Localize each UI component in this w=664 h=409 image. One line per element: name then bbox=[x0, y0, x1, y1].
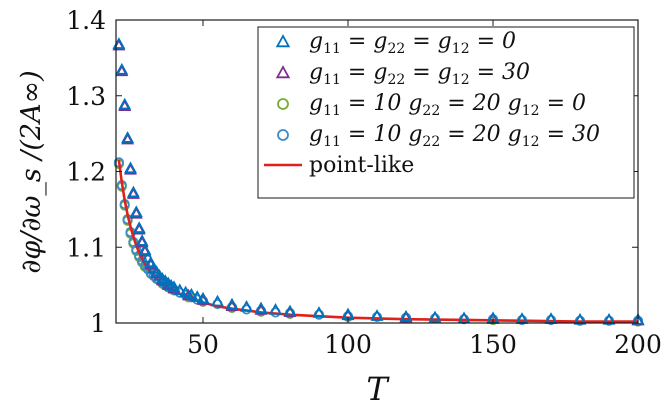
legend-box bbox=[257, 26, 635, 199]
triangle-marker bbox=[370, 309, 384, 321]
y-tick-label: 1.2 bbox=[66, 158, 106, 187]
legend-label: g11 = g22 = g12 = 0 bbox=[309, 29, 516, 57]
triangle-marker bbox=[167, 280, 181, 293]
y-tick-label: 1 bbox=[90, 309, 106, 338]
triangle-marker bbox=[602, 312, 616, 325]
triangle-marker bbox=[211, 294, 224, 307]
triangle-marker bbox=[179, 285, 193, 298]
legend-label: g11 = 10 g22 = 20 g12 = 0 bbox=[309, 91, 586, 119]
svg-text:∂φ/∂ω_s /(2A∞): ∂φ/∂ω_s /(2A∞) bbox=[16, 70, 47, 273]
x-tick-label: 150 bbox=[469, 330, 517, 359]
legend-entry-1: g11 = g22 = g12 = 30 bbox=[275, 60, 530, 88]
triangle-marker bbox=[126, 185, 140, 198]
triangle-marker bbox=[573, 312, 587, 325]
legend-circle-icon bbox=[277, 129, 289, 141]
y-tick-label: 1.1 bbox=[66, 233, 106, 262]
x-axis-label: T bbox=[366, 370, 390, 408]
triangle-marker bbox=[428, 310, 442, 323]
triangle-marker bbox=[124, 161, 137, 174]
triangle-marker bbox=[173, 283, 187, 296]
triangle-marker bbox=[118, 97, 132, 110]
legend: g11 = g22 = g12 = 0 g11 = g22 = g12 = 30 g… bbox=[257, 26, 635, 199]
y-axis-label: ∂φ/∂ω_s /(2A∞) bbox=[16, 70, 47, 273]
legend-entry-4: point-like bbox=[264, 153, 414, 178]
series-layer bbox=[112, 37, 645, 327]
triangle-marker bbox=[164, 278, 178, 291]
legend-triangle-icon bbox=[275, 34, 291, 48]
triangle-marker bbox=[196, 291, 210, 304]
y-tick-label: 1.4 bbox=[66, 6, 106, 35]
triangle-marker bbox=[132, 221, 146, 233]
triangle-marker bbox=[190, 290, 204, 302]
x-tick-label: 100 bbox=[324, 330, 372, 359]
triangle-marker bbox=[225, 297, 239, 310]
legend-items: g11 = g22 = g12 = 0 g11 = g22 = g12 = 30 g… bbox=[264, 29, 600, 178]
legend-entry-3: g11 = 10 g22 = 20 g12 = 30 bbox=[277, 122, 600, 150]
triangle-marker bbox=[254, 301, 268, 314]
triangle-marker bbox=[135, 234, 149, 246]
legend-entry-2: g11 = 10 g22 = 20 g12 = 0 bbox=[277, 91, 586, 119]
legend-label: g11 = 10 g22 = 20 g12 = 30 bbox=[309, 122, 600, 150]
triangle-marker bbox=[240, 300, 253, 312]
legend-circle-icon bbox=[277, 98, 289, 110]
triangle-marker bbox=[129, 205, 143, 218]
triangle-marker bbox=[283, 304, 297, 317]
legend-entry-0: g11 = g22 = g12 = 0 bbox=[275, 29, 516, 57]
triangle-marker bbox=[115, 62, 129, 75]
triangle-marker bbox=[184, 287, 198, 300]
axes-layer: 50 100 150 200 1 1.1 1.2 1.3 1.4 bbox=[66, 6, 662, 359]
legend-label: point-like bbox=[309, 153, 414, 178]
triangle-marker bbox=[269, 303, 282, 315]
y-tick-label: 1.3 bbox=[66, 82, 106, 111]
triangle-marker bbox=[138, 243, 152, 255]
triangle-marker bbox=[121, 131, 135, 143]
legend-label: g11 = g22 = g12 = 30 bbox=[309, 60, 530, 88]
x-tick-label: 50 bbox=[187, 330, 219, 359]
y-axis-label-text: ∂φ/∂ω_s /(2A∞) bbox=[16, 70, 47, 273]
x-tick-label: 200 bbox=[614, 330, 662, 359]
legend-triangle-icon bbox=[275, 65, 291, 79]
triangle-marker bbox=[457, 311, 471, 324]
triangle-marker bbox=[631, 312, 645, 325]
triangle-marker bbox=[312, 306, 326, 318]
series-0 bbox=[112, 37, 645, 325]
triangle-marker bbox=[399, 309, 413, 322]
